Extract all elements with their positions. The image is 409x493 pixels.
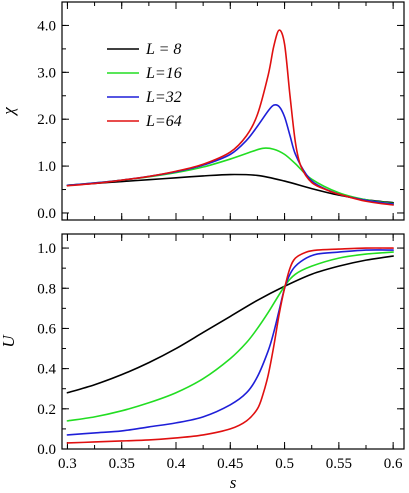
chi-panel: 0.0 1.0 2.0 3.0 4.0 χ L = 8 L=16 L=32 L=64 — [0, 1, 405, 222]
x-tick-label: 0.4 — [167, 456, 186, 472]
y-tick-label: 3.0 — [37, 65, 56, 81]
binder-cumulant-panel: 0.3 0.35 0.4 0.45 0.5 0.55 0.6 0.0 0.2 0.4 0.6 0.8 1… — [0, 233, 405, 492]
plot-frame — [61, 1, 405, 221]
x-tick-label: 0.5 — [275, 456, 294, 472]
y-axis-label: U — [0, 334, 18, 348]
y-tick-label: 0.0 — [37, 206, 56, 222]
series-line-1 — [66, 255, 394, 394]
y-tick-label: 1.0 — [37, 159, 56, 175]
y-tick-label: 0.0 — [37, 442, 56, 458]
x-tick-label: 0.6 — [384, 456, 403, 472]
x-tick-label: 0.3 — [58, 456, 77, 472]
y-axis-label: χ — [0, 107, 18, 117]
legend-label: L=64 — [145, 113, 182, 130]
y-tick-label: 0.8 — [37, 281, 56, 297]
series-line-3 — [66, 103, 394, 205]
x-tick-label: 0.35 — [109, 456, 135, 472]
x-tick-label: 0.55 — [326, 456, 352, 472]
y-tick-label: 0.4 — [37, 362, 56, 378]
y-tick-label: 2.0 — [37, 112, 56, 128]
y-tick-label: 0.6 — [37, 321, 56, 337]
legend-label: L = 8 — [145, 41, 181, 58]
plot-frame — [61, 233, 405, 450]
series-line-2 — [66, 251, 394, 422]
y-tick-label: 1.0 — [37, 241, 56, 257]
series-line-4 — [66, 247, 394, 444]
legend-label: L=32 — [145, 89, 182, 106]
series-group — [66, 247, 394, 444]
series-group — [66, 29, 394, 206]
series-line-4 — [66, 29, 394, 206]
legend-label: L=16 — [145, 65, 182, 82]
y-tick-label: 4.0 — [37, 18, 56, 34]
y-tick-label: 0.2 — [37, 402, 56, 418]
x-tick-label: 0.45 — [217, 456, 243, 472]
legend: L = 8 L=16 L=32 L=64 — [107, 41, 182, 130]
series-line-3 — [66, 249, 394, 436]
series-line-1 — [66, 173, 394, 204]
x-axis-label: s — [230, 473, 237, 492]
